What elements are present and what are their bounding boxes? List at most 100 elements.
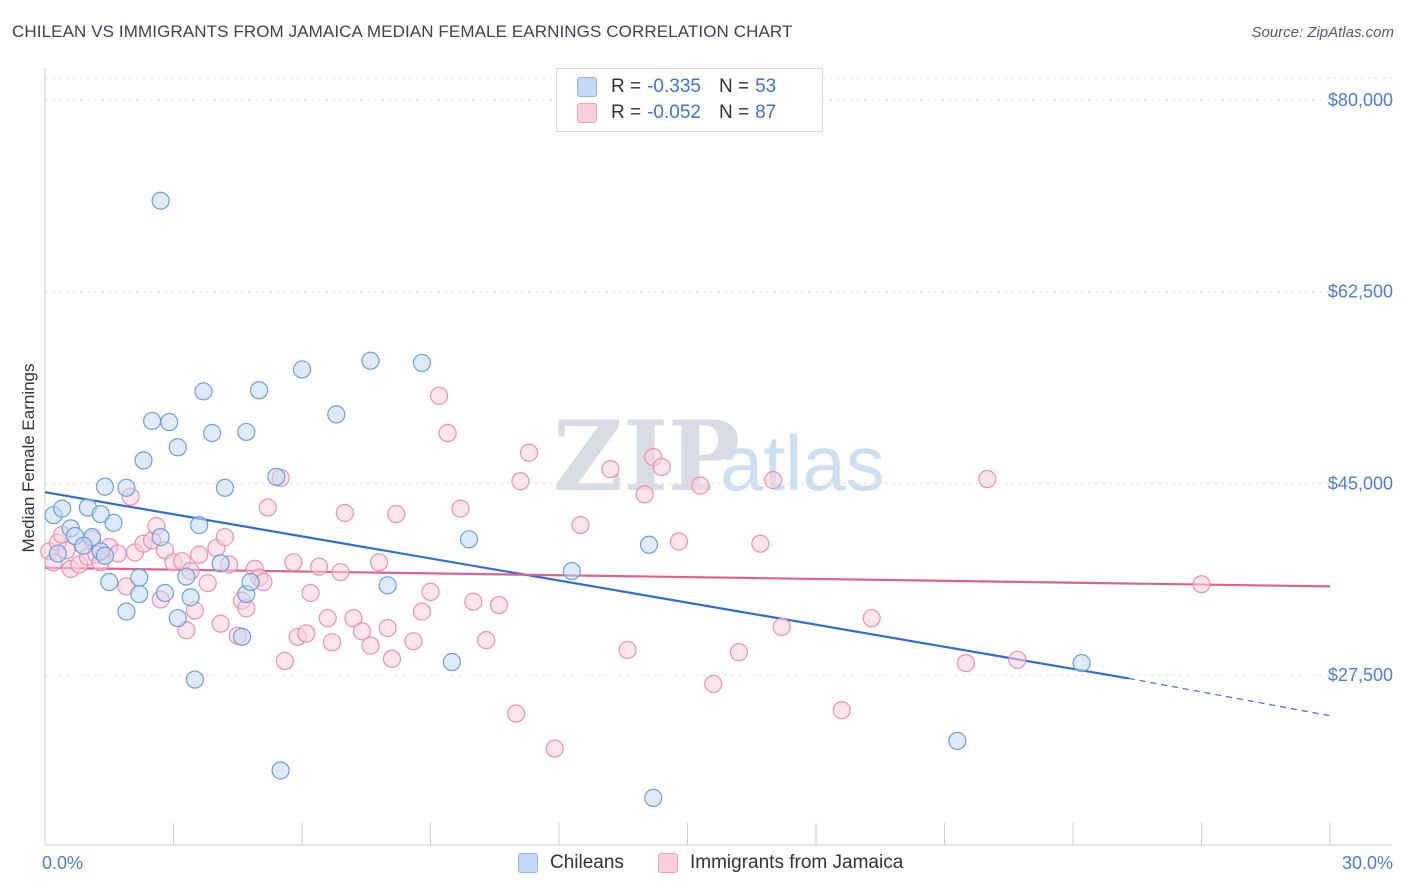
data-point [635, 485, 654, 504]
data-point [412, 602, 432, 621]
data-point [352, 622, 372, 641]
data-point [644, 788, 663, 807]
data-point [459, 530, 479, 549]
data-point [382, 649, 402, 668]
data-point [772, 617, 791, 637]
legend-item-jamaica[interactable]: Immigrants from Jamaica [658, 852, 903, 874]
data-point [168, 609, 187, 628]
data-point [271, 761, 290, 780]
legend-swatch-chileans [577, 77, 597, 97]
data-point [155, 583, 175, 603]
data-point [704, 674, 723, 694]
data-point [48, 544, 67, 563]
data-point [142, 411, 162, 431]
data-point [177, 567, 196, 586]
data-point [211, 614, 230, 633]
data-point [691, 476, 710, 495]
data-point [429, 386, 449, 405]
data-points [40, 191, 1211, 807]
data-point [361, 636, 380, 655]
data-point [151, 191, 170, 210]
data-point [511, 472, 530, 491]
data-point [571, 515, 590, 535]
data-point [370, 553, 389, 572]
data-point [134, 451, 153, 470]
data-point [652, 457, 671, 477]
data-point [202, 423, 222, 443]
data-point [669, 532, 689, 551]
data-point [378, 576, 397, 595]
x-tick-label-min: 0.0% [42, 853, 83, 873]
data-point [729, 643, 749, 662]
data-point [250, 381, 269, 400]
y-tick-label: $62,500 [1328, 282, 1393, 302]
legend-label-jamaica: Immigrants from Jamaica [690, 852, 904, 873]
data-point [168, 438, 187, 457]
legend-n-label: N = [718, 102, 750, 123]
legend-n-label: N = [718, 76, 750, 97]
data-point [74, 536, 93, 555]
data-point [117, 478, 136, 497]
data-point [764, 471, 783, 490]
data-point [275, 651, 294, 671]
data-point [130, 584, 149, 604]
data-point [151, 528, 170, 547]
legend-r-label: R = [611, 76, 642, 97]
trend-line-extension [1128, 677, 1331, 717]
data-point [442, 652, 462, 672]
data-point [318, 609, 337, 628]
data-point [215, 528, 234, 547]
watermark-atlas: atlas [720, 419, 885, 507]
axis-labels: $27,500 $45,000 $62,500 $80,000 0.0% 30.0% Med… [19, 90, 1393, 873]
data-point [327, 405, 346, 424]
data-point [421, 582, 440, 601]
legend-label-chileans: Chileans [550, 852, 624, 873]
data-point [404, 632, 423, 651]
data-point [232, 627, 252, 646]
data-point [438, 423, 457, 443]
data-point [464, 592, 483, 611]
data-point [832, 701, 851, 720]
legend-swatch-jamaica [577, 103, 597, 123]
legend-r-label: R = [611, 102, 642, 123]
data-point [198, 574, 217, 593]
data-point [412, 353, 432, 372]
data-point [1008, 650, 1027, 669]
legend-item-chileans[interactable]: Chileans [518, 852, 624, 874]
data-point [378, 618, 397, 638]
data-point [237, 422, 256, 442]
data-point [862, 609, 881, 628]
y-axis-label: Median Female Earnings [19, 364, 38, 553]
data-point [292, 360, 312, 379]
data-point [104, 513, 123, 532]
data-point [100, 572, 119, 592]
trend-line [44, 566, 1331, 588]
legend-r-value: -0.052 [647, 102, 701, 123]
data-point [618, 640, 637, 660]
data-point [267, 467, 286, 486]
data-point [1192, 575, 1211, 594]
data-point [258, 498, 277, 517]
data-point [194, 382, 213, 401]
data-point [95, 477, 115, 496]
data-point [160, 412, 179, 432]
data-point [331, 563, 350, 582]
data-point [545, 739, 564, 758]
chart-title: CHILEAN VS IMMIGRANTS FROM JAMAICA MEDIA… [12, 22, 793, 41]
series-legend: Chileans Immigrants from Jamaica [0, 852, 1406, 878]
legend-n-value: 53 [755, 76, 777, 97]
data-point [181, 588, 200, 607]
data-point [284, 553, 303, 572]
data-point [948, 731, 967, 751]
data-point [215, 478, 234, 497]
data-point [190, 545, 209, 564]
data-point [91, 504, 110, 524]
data-point [451, 499, 470, 518]
data-point [301, 583, 320, 603]
data-point [639, 535, 659, 554]
data-point [95, 546, 115, 565]
trend-line [44, 491, 1129, 680]
data-point [190, 515, 209, 535]
data-point [297, 624, 316, 643]
